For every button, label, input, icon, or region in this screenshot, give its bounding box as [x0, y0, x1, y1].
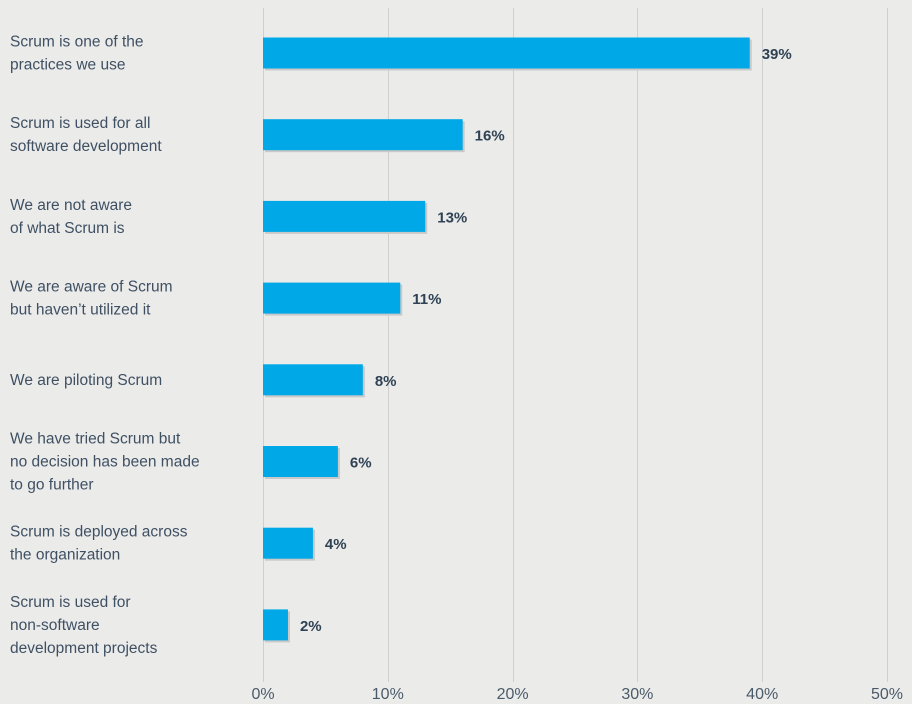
x-tick-label: 40% — [746, 686, 778, 703]
category-label-line: development projects — [10, 640, 158, 657]
x-tick-label: 50% — [871, 686, 903, 703]
data-label: 16% — [475, 128, 505, 145]
category-label-line: Scrum is deployed across — [10, 524, 188, 541]
data-label: 2% — [300, 618, 322, 635]
bar — [263, 282, 401, 314]
data-label: 6% — [350, 455, 372, 472]
data-label: 11% — [412, 291, 441, 308]
category-label: We are aware of Scrum but haven’t utilize… — [10, 279, 173, 319]
category-label-line: no decision has been made — [10, 454, 200, 471]
bar — [263, 37, 750, 69]
category-label: Scrum is used for all software developmen… — [10, 115, 162, 155]
bar — [263, 446, 338, 477]
data-label: 4% — [325, 536, 347, 553]
data-label: 8% — [375, 373, 397, 390]
category-label: We are piloting Scrum — [10, 372, 162, 389]
bars — [263, 37, 752, 643]
data-label: 39% — [762, 46, 792, 63]
bar — [263, 527, 313, 559]
category-label-line: Scrum is used for all — [10, 115, 150, 132]
category-label: Scrum is used for non-software development… — [10, 594, 158, 657]
category-label-line: non-software — [10, 617, 100, 634]
category-label-line: We are not aware — [10, 197, 132, 214]
bar — [263, 364, 363, 396]
category-label: We are not aware of what Scrum is — [10, 197, 132, 237]
category-label-line: of what Scrum is — [10, 220, 125, 237]
bar — [263, 609, 288, 641]
bar — [263, 119, 463, 151]
category-label-line: software development — [10, 138, 162, 155]
category-label-line: Scrum is one of the — [10, 34, 144, 51]
category-label: Scrum is one of the practices we use — [10, 34, 144, 74]
value-labels: 39% 16% 13% 11% 8% 6% 4% 2% — [300, 46, 792, 635]
category-label-line: to go further — [10, 477, 94, 494]
x-tick-label: 30% — [621, 686, 653, 703]
data-label: 13% — [437, 209, 467, 226]
category-label: We have tried Scrum but no decision has b… — [10, 431, 200, 494]
category-label-line: but haven’t utilized it — [10, 302, 151, 319]
x-axis-ticks: 0% 10% 20% 30% 40% 50% — [251, 686, 903, 703]
x-tick-label: 0% — [251, 686, 274, 703]
category-label-line: We are piloting Scrum — [10, 372, 162, 389]
category-label: Scrum is deployed across the organization — [10, 524, 188, 564]
bar — [263, 200, 426, 232]
category-label-line: the organization — [10, 547, 120, 564]
category-label-line: We have tried Scrum but — [10, 431, 181, 448]
category-label-line: We are aware of Scrum — [10, 279, 173, 296]
category-labels: Scrum is one of the practices we useScrum… — [10, 34, 200, 657]
category-label-line: practices we use — [10, 57, 125, 74]
x-tick-label: 10% — [372, 686, 404, 703]
x-tick-label: 20% — [497, 686, 529, 703]
category-label-line: Scrum is used for — [10, 594, 131, 611]
